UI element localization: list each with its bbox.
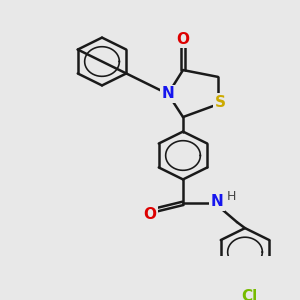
Text: H: H bbox=[226, 190, 236, 203]
Text: N: N bbox=[162, 86, 174, 101]
Text: O: O bbox=[176, 32, 190, 47]
Text: Cl: Cl bbox=[241, 289, 257, 300]
Text: N: N bbox=[211, 194, 224, 209]
Text: S: S bbox=[214, 95, 226, 110]
Text: O: O bbox=[143, 207, 157, 222]
